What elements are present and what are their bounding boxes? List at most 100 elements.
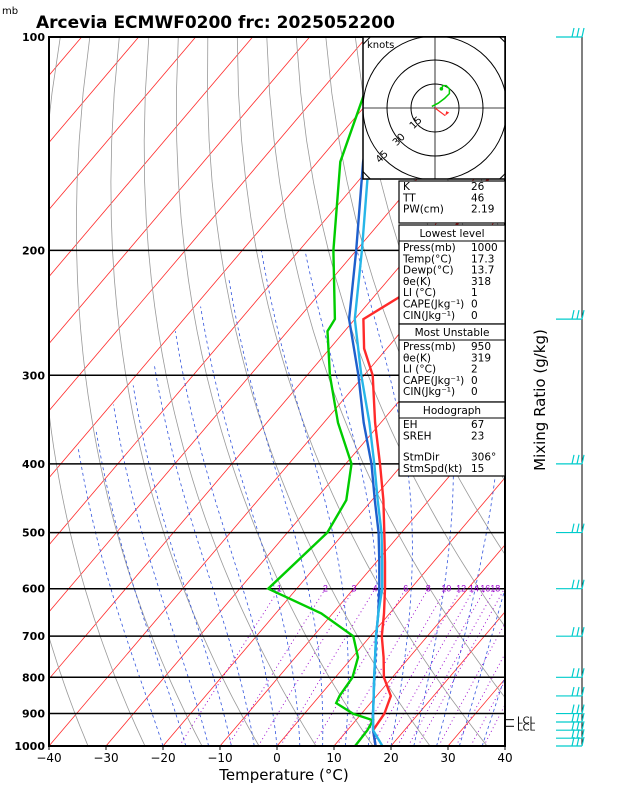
- mixing-ratio-line: [312, 588, 407, 746]
- dry-adiabat: [502, 37, 505, 47]
- wind-barb: [556, 721, 585, 731]
- mixing-ratio-label: 6: [403, 584, 408, 594]
- moist-adiabat: [113, 404, 209, 746]
- hodograph-top-point: [439, 87, 444, 91]
- mixing-ratio-line: [438, 622, 505, 746]
- x-tick-label: 20: [383, 751, 398, 765]
- lowest-value: 1000: [471, 242, 498, 254]
- storm-motion-vector: [434, 107, 446, 117]
- isotherm: [49, 37, 253, 278]
- hodograph-unit: knots: [367, 40, 394, 51]
- lowest-value: 318: [471, 276, 491, 288]
- unstable-value: 319: [471, 352, 491, 364]
- isotherm: [49, 37, 196, 211]
- hodograph-stat-value: 306°: [471, 452, 496, 464]
- dry-adiabat: [207, 37, 431, 746]
- mixing-ratio-label: 18: [490, 584, 500, 594]
- isotherm: [49, 37, 367, 412]
- wind-barb: [556, 686, 585, 697]
- isotherm: [219, 410, 505, 746]
- y-tick-label: 200: [22, 244, 45, 257]
- wind-barb: [556, 704, 585, 715]
- dry-adiabat: [75, 37, 203, 746]
- x-tick-label: −10: [207, 751, 232, 765]
- lowest-label: Temp(°C): [402, 253, 452, 265]
- index-label: K: [403, 181, 411, 193]
- wind-barb: [556, 668, 585, 678]
- mixing-ratio-line: [407, 588, 496, 746]
- wind-barb: [556, 627, 585, 637]
- dry-adiabat: [562, 37, 618, 746]
- wind-barbs: [556, 27, 585, 747]
- isotherm: [390, 611, 505, 746]
- lowest-value: 1: [471, 287, 478, 299]
- wind-barb: [556, 736, 585, 747]
- index-value: 46: [471, 192, 485, 204]
- most-unstable-box: [398, 323, 506, 403]
- dry-adiabat: [49, 635, 89, 746]
- moist-adiabat: [95, 431, 187, 746]
- unstable-label: CAPE(Jkg⁻¹): [403, 375, 464, 387]
- mixing-ratio-line: [397, 588, 486, 746]
- x-tick-label: 0: [273, 751, 281, 765]
- mixing-ratio-line: [355, 588, 447, 746]
- lowest-value: 0: [471, 299, 478, 311]
- wind-barb: [556, 310, 585, 320]
- unstable-value: 0: [471, 386, 478, 398]
- parcel-profile: [353, 37, 397, 746]
- mixing-ratio-line: [371, 588, 462, 746]
- x-tick-label: 40: [497, 751, 512, 765]
- index-label: TT: [402, 192, 416, 204]
- hodograph-stat-label: StmDir: [403, 452, 440, 464]
- mixing-ratio-line: [470, 679, 505, 746]
- mixing-ratio-label: 16: [480, 584, 490, 594]
- isotherm: [504, 745, 505, 746]
- unstable-label: θe(K): [403, 352, 431, 364]
- unstable-value: 0: [471, 375, 478, 387]
- y-tick-label: 900: [22, 708, 45, 721]
- moist-adiabat: [200, 306, 301, 746]
- mixing-ratio-line: [257, 588, 355, 746]
- mixing-ratio-labels: 1 2 3 4 6 8 10 12 14 16 18: [277, 584, 501, 594]
- y-tick-label: 600: [22, 583, 45, 596]
- moist-adiabat: [132, 385, 232, 746]
- y-tick-label: 100: [22, 31, 45, 44]
- lowest-value: 13.7: [471, 265, 494, 277]
- y-tick-label: 700: [22, 630, 45, 643]
- hodograph-stat-label: StmSpd(kt): [403, 463, 462, 475]
- mixing-ratio-line: [417, 588, 505, 746]
- moist-adiabat: [304, 250, 379, 746]
- isotherm: [49, 37, 139, 144]
- x-axis-label: Temperature (°C): [218, 766, 348, 784]
- unstable-label: LI (°C): [403, 364, 436, 376]
- lowest-label: Press(mb): [403, 242, 456, 254]
- y-axis-ticks: 100 200 300 400 500 600 700 800 900 1000: [14, 31, 45, 753]
- hodograph-stat-label: EH: [403, 419, 418, 431]
- wind-barb: [556, 523, 585, 534]
- y-tick-label: 300: [22, 369, 45, 382]
- dry-adiabat: [266, 37, 505, 699]
- storm-motion-arrowhead: [445, 111, 450, 116]
- wind-barb: [556, 454, 585, 465]
- lcl-label: LCL: [517, 722, 536, 733]
- y-tick-label: 800: [22, 671, 45, 684]
- dewpoint-profile: [266, 37, 391, 746]
- hodograph-stat-value: 67: [471, 419, 484, 431]
- x-axis-ticks: −40 −30 −20 −10 0 10 20 30 40: [36, 746, 513, 765]
- x-tick-label: −30: [93, 751, 118, 765]
- mixing-ratio-label: 1: [277, 584, 282, 594]
- thermo-grid: [49, 37, 618, 746]
- unstable-label: CIN(Jkg⁻¹): [403, 386, 455, 398]
- mixing-ratio-label: 10: [441, 584, 451, 594]
- mixing-ratio-line: [280, 588, 376, 746]
- dry-adiabat: [110, 37, 260, 746]
- moist-adiabat: [228, 279, 324, 746]
- wind-barb: [556, 712, 585, 723]
- moist-adiabat: [504, 744, 505, 746]
- y-tick-label: 500: [22, 527, 45, 540]
- mixing-ratio-line: [455, 652, 505, 746]
- index-label: PW(cm): [403, 204, 444, 216]
- unstable-value: 2: [471, 364, 478, 376]
- mixing-ratio-label: 12: [456, 584, 466, 594]
- indices-box: [398, 180, 506, 224]
